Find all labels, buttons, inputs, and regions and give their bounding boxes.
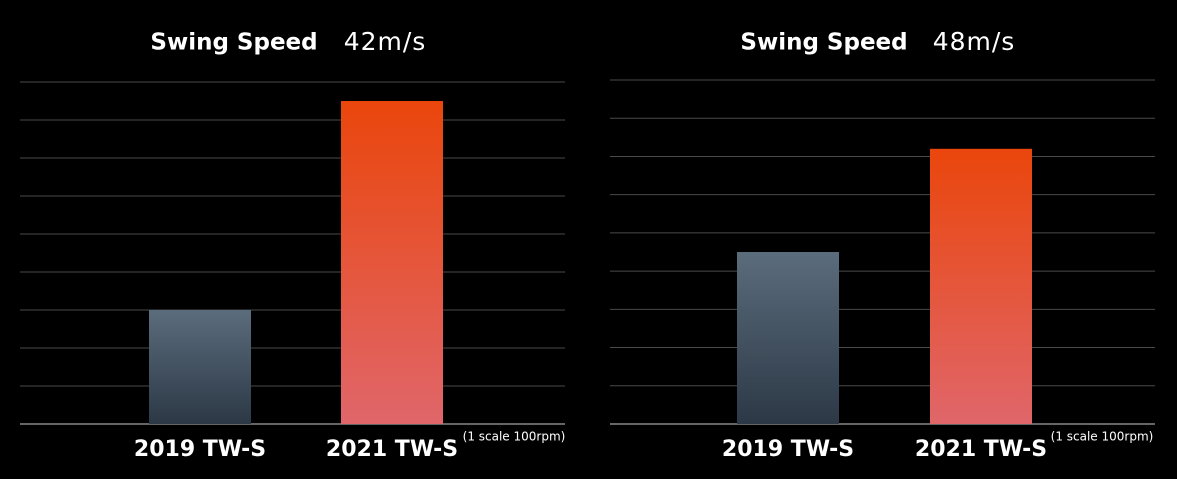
- chart-title: Swing Speed: [150, 30, 317, 56]
- bar: [930, 148, 1032, 425]
- annotation: (1 scale 100rpm): [1051, 430, 1154, 444]
- x-tick-label: 2021 TW-S: [326, 437, 458, 462]
- bar: [341, 101, 443, 424]
- chart-title: Swing Speed: [740, 30, 907, 56]
- chart-subtitle: 48m/s: [933, 27, 1016, 56]
- x-tick-label: 2019 TW-S: [722, 437, 854, 462]
- bar: [737, 252, 839, 424]
- chart-subtitle: 42m/s: [344, 27, 427, 56]
- bar: [149, 310, 251, 424]
- x-tick-label: 2019 TW-S: [134, 437, 266, 462]
- annotation: (1 scale 100rpm): [463, 430, 566, 444]
- x-tick-label: 2021 TW-S: [915, 437, 1047, 462]
